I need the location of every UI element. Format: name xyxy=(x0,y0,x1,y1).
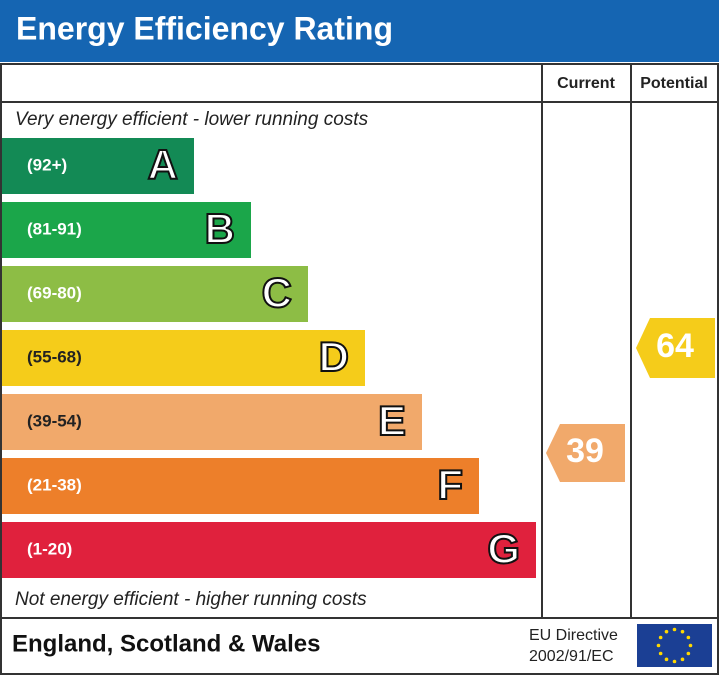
star xyxy=(656,643,661,648)
bands: (92+) A (81-91) B (69-80) C (55-68) D (39-54) E (2… xyxy=(2,138,536,578)
band-letter: E xyxy=(378,397,406,444)
star xyxy=(664,629,669,634)
title-bar xyxy=(0,0,719,62)
band xyxy=(2,522,536,578)
band-range: (69-80) xyxy=(27,283,82,302)
star xyxy=(664,657,669,662)
band-range: (55-68) xyxy=(27,347,82,366)
star xyxy=(686,635,691,640)
region: England, Scotland & Wales xyxy=(12,630,320,657)
potential-arrow xyxy=(636,318,715,378)
eu-stars xyxy=(656,627,693,664)
band xyxy=(2,330,365,386)
band-letter: A xyxy=(148,141,178,188)
star xyxy=(672,659,677,664)
column-header: Potential xyxy=(640,75,708,92)
band-letter: G xyxy=(487,525,520,572)
band xyxy=(2,138,194,194)
star xyxy=(658,635,663,640)
band-letter: C xyxy=(262,269,292,316)
star xyxy=(680,629,685,634)
directive: 2002/91/EC xyxy=(529,648,614,665)
band-range: (21-38) xyxy=(27,475,82,494)
star xyxy=(686,651,691,656)
bottom-note: Not energy efficient - higher running co… xyxy=(15,589,367,610)
potential-value: 64 xyxy=(656,327,694,365)
top-note: Very energy efficient - lower running co… xyxy=(15,109,369,130)
band xyxy=(2,394,422,450)
band-range: (1-20) xyxy=(27,539,72,558)
current-value: 39 xyxy=(566,432,604,470)
title: Energy Efficiency Rating xyxy=(16,10,393,46)
star xyxy=(688,643,693,648)
band xyxy=(2,458,479,514)
star xyxy=(658,651,663,656)
current-arrow xyxy=(546,424,625,482)
band xyxy=(2,202,251,258)
band-letter: B xyxy=(205,205,235,252)
band-range: (81-91) xyxy=(27,219,82,238)
band-range: (39-54) xyxy=(27,411,82,430)
star xyxy=(680,657,685,662)
band-range: (92+) xyxy=(27,155,67,174)
column-header: Current xyxy=(557,75,615,92)
directive: EU Directive xyxy=(529,627,618,644)
band-letter: F xyxy=(437,461,463,508)
band-letter: D xyxy=(319,333,349,380)
star xyxy=(672,627,677,632)
band xyxy=(2,266,308,322)
